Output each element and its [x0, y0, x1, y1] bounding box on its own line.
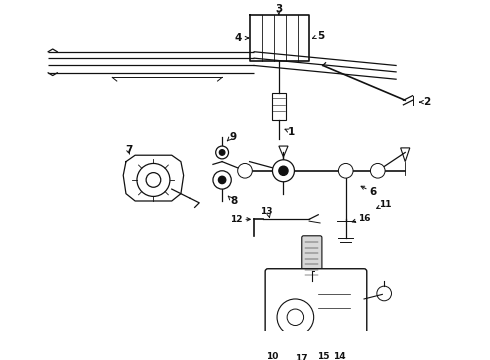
Text: 10: 10 [266, 352, 279, 360]
Text: 17: 17 [295, 354, 308, 360]
Text: 11: 11 [379, 200, 392, 209]
Circle shape [238, 163, 252, 178]
Polygon shape [123, 155, 184, 201]
Text: 14: 14 [333, 352, 345, 360]
Text: 13: 13 [260, 207, 272, 216]
Circle shape [339, 163, 353, 178]
Circle shape [219, 176, 226, 184]
Text: 2: 2 [423, 97, 430, 107]
Text: 9: 9 [229, 132, 237, 142]
Circle shape [213, 171, 231, 189]
Circle shape [377, 286, 392, 301]
FancyBboxPatch shape [265, 269, 367, 347]
Text: 6: 6 [369, 187, 377, 197]
Circle shape [370, 163, 385, 178]
Text: 3: 3 [275, 4, 283, 14]
Text: 1: 1 [288, 127, 295, 137]
Bar [271, 93, 286, 120]
Circle shape [216, 146, 228, 159]
Text: 4: 4 [235, 33, 242, 43]
Polygon shape [401, 148, 410, 162]
Polygon shape [279, 146, 288, 157]
Text: 12: 12 [230, 215, 242, 224]
Circle shape [287, 309, 304, 325]
Circle shape [277, 299, 314, 336]
Text: 7: 7 [125, 145, 132, 155]
Circle shape [272, 160, 294, 182]
Circle shape [279, 166, 288, 175]
Text: 8: 8 [230, 196, 238, 206]
Circle shape [220, 150, 225, 155]
Text: 16: 16 [358, 214, 370, 223]
FancyBboxPatch shape [302, 236, 322, 283]
Text: 5: 5 [318, 31, 324, 41]
Text: 15: 15 [317, 352, 329, 360]
Circle shape [146, 172, 161, 187]
Circle shape [137, 163, 170, 197]
